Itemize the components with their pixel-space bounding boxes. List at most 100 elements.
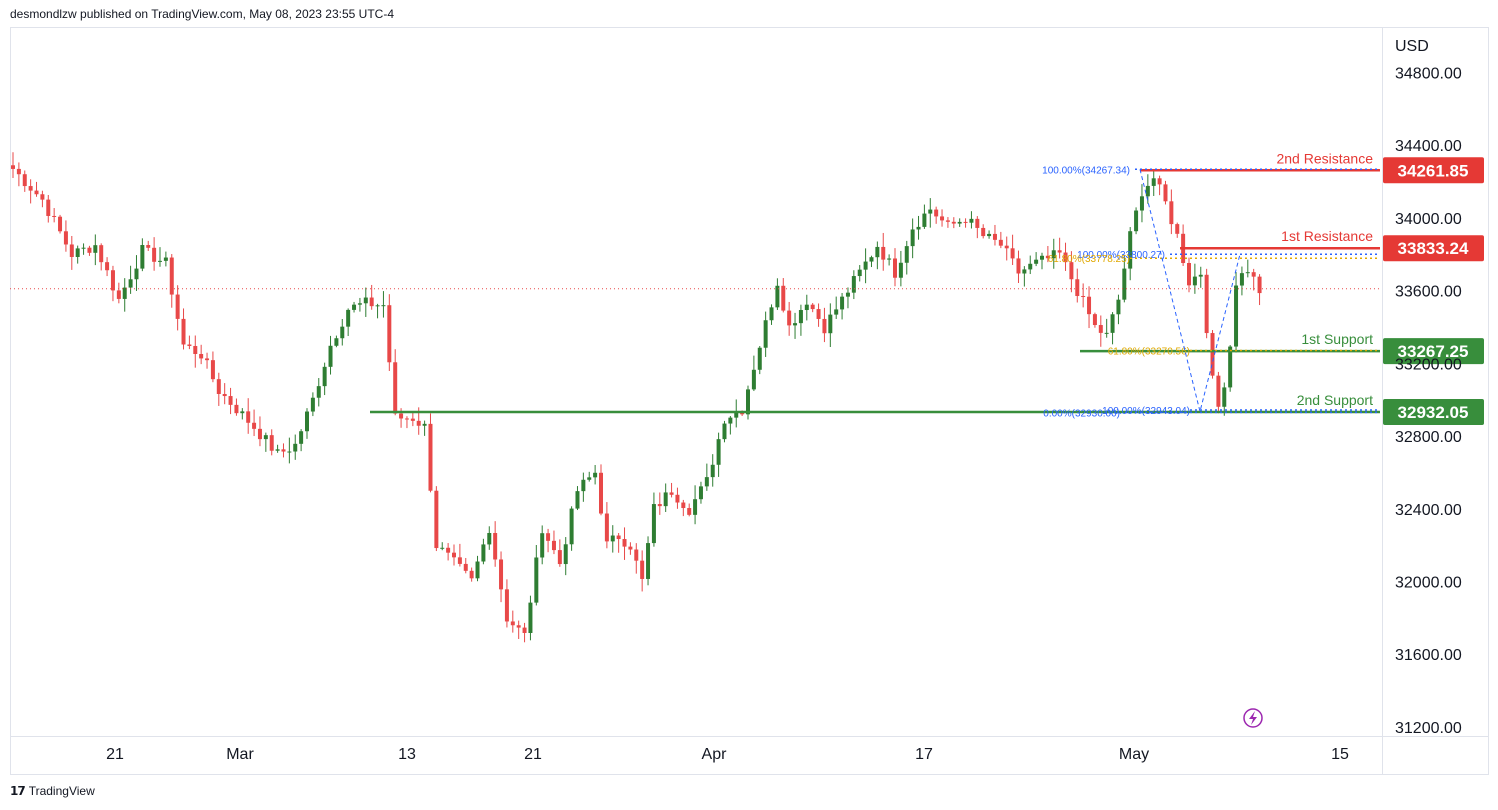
- candle-body: [628, 546, 633, 550]
- candle-body: [275, 449, 280, 451]
- candle-body: [1087, 296, 1092, 315]
- candle-body: [1198, 274, 1203, 277]
- candle-body: [87, 247, 92, 253]
- candle-body: [363, 297, 368, 304]
- fib-label: 0.00%(32930.00): [1043, 408, 1120, 419]
- level-price-badge: [1383, 157, 1484, 184]
- candle-body: [998, 239, 1003, 246]
- candle-body: [1257, 276, 1262, 294]
- candle-body: [252, 422, 257, 429]
- candle-body: [1216, 375, 1221, 407]
- candle-body: [81, 247, 86, 249]
- candle-body: [857, 269, 862, 277]
- candle-body: [863, 261, 868, 270]
- level-price-label: 33833.24: [1398, 239, 1469, 258]
- candle-body: [140, 245, 145, 269]
- level-price-badge: [1383, 338, 1484, 365]
- candle-body: [1022, 269, 1027, 274]
- candle-body: [522, 627, 527, 633]
- candle-body: [1057, 250, 1062, 253]
- y-tick-label: 33200.00: [1395, 356, 1462, 373]
- candle-body: [152, 247, 157, 262]
- candle-body: [69, 244, 74, 257]
- candle-body: [240, 411, 245, 414]
- candle-body: [287, 451, 292, 453]
- candle-body: [110, 270, 115, 291]
- candle-body: [434, 490, 439, 549]
- candle-body: [1228, 346, 1233, 388]
- candle-body: [469, 570, 474, 579]
- candle-body: [346, 309, 351, 327]
- candle-body: [299, 431, 304, 444]
- candle-body: [951, 221, 956, 224]
- candle-body: [775, 285, 780, 308]
- candle-body: [475, 561, 480, 579]
- publisher-attribution: desmondlzw published on TradingView.com,…: [10, 7, 394, 21]
- candle-body: [234, 404, 239, 414]
- y-tick-label: 31600.00: [1395, 647, 1462, 664]
- candle-body: [199, 353, 204, 359]
- candle-body: [1139, 196, 1144, 211]
- candle-body: [1210, 333, 1215, 376]
- y-tick-label: 32000.00: [1395, 574, 1462, 591]
- candle-body: [910, 229, 915, 247]
- candle-body: [869, 257, 874, 262]
- candle-body: [40, 194, 45, 200]
- candle-body: [1110, 314, 1115, 333]
- level-name: 2nd Resistance: [1276, 150, 1373, 166]
- candle-body: [534, 557, 539, 603]
- candle-body: [1004, 245, 1009, 249]
- candle-body: [945, 220, 950, 222]
- level-name: 1st Resistance: [1281, 228, 1373, 244]
- candle-body: [822, 318, 827, 334]
- candle-body: [722, 423, 727, 440]
- candle-body: [940, 216, 945, 221]
- candle-body: [1239, 273, 1244, 286]
- candle-body: [75, 248, 80, 257]
- candle-body: [163, 257, 168, 261]
- candle-body: [840, 296, 845, 310]
- candle-body: [798, 310, 803, 324]
- candle-body: [828, 314, 833, 334]
- candle-body: [1016, 258, 1021, 274]
- candle-body: [816, 309, 821, 319]
- candle-body: [58, 216, 63, 232]
- candle-body: [887, 258, 892, 260]
- candle-body: [134, 268, 139, 280]
- candle-body: [499, 559, 504, 590]
- candle-body: [228, 396, 233, 405]
- level-price-badge: [1383, 399, 1484, 426]
- candle-body: [746, 389, 750, 415]
- candle-body: [663, 492, 668, 507]
- candle-body: [687, 508, 692, 515]
- candle-body: [957, 221, 962, 224]
- y-tick-label: 33600.00: [1395, 284, 1462, 301]
- y-tick-label: 32400.00: [1395, 502, 1462, 519]
- candle-body: [1169, 201, 1174, 225]
- candle-body: [528, 602, 533, 633]
- fib-trend-line: [1139, 169, 1241, 412]
- candle-body: [551, 540, 556, 551]
- candle-body: [1051, 250, 1056, 259]
- candle-body: [34, 190, 39, 195]
- candle-body: [310, 397, 315, 412]
- candle-body: [716, 439, 721, 465]
- footer-brand: TradingView: [28, 784, 95, 798]
- candle-body: [987, 233, 992, 237]
- candle-body: [1069, 262, 1074, 280]
- flash-icon[interactable]: [1243, 708, 1263, 728]
- candle-body: [22, 174, 27, 187]
- candle-body: [616, 535, 621, 540]
- candle-body: [1010, 248, 1015, 259]
- candle-body: [1034, 259, 1039, 264]
- candle-body: [657, 504, 662, 507]
- candle-body: [99, 245, 104, 263]
- candle-body: [1234, 285, 1239, 347]
- candle-body: [834, 309, 839, 315]
- candle-body: [352, 304, 357, 310]
- candle-body: [316, 386, 321, 398]
- tradingview-logo-icon: 𝟭𝟳: [10, 784, 26, 798]
- candle-body: [904, 246, 909, 263]
- candle-body: [845, 292, 850, 297]
